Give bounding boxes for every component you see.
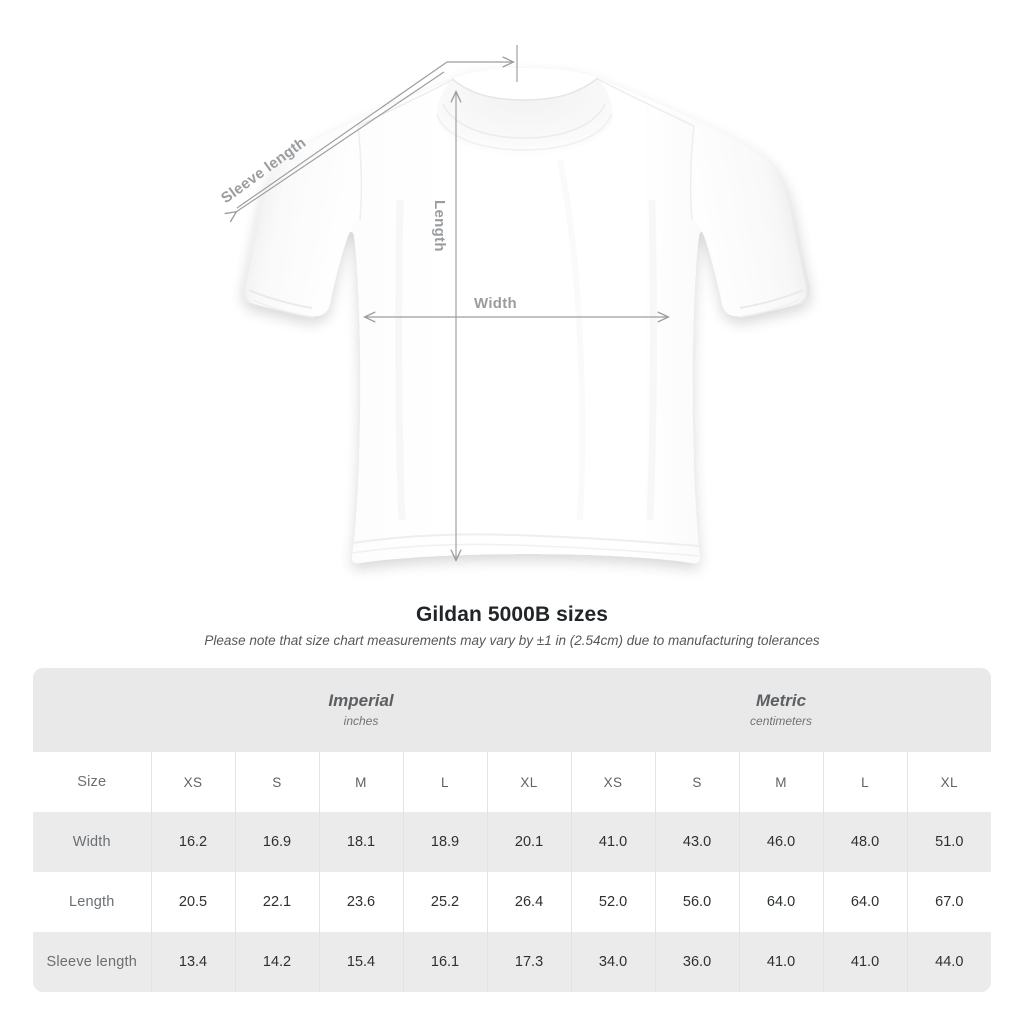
table-cell: 16.9 <box>234 812 319 872</box>
width-label: Width <box>474 295 518 312</box>
table-cell: 20.1 <box>486 812 572 872</box>
table-cell: 25.2 <box>402 872 487 932</box>
table-row: Width 16.2 16.9 18.1 18.9 20.1 41.0 43.0… <box>33 812 991 872</box>
size-header-cell: XL <box>906 752 991 812</box>
size-header-cell: L <box>822 752 908 812</box>
table-cell: 16.1 <box>402 932 487 992</box>
page-title: Gildan 5000B sizes <box>415 603 609 626</box>
sleeve-leader <box>236 61 448 209</box>
size-header-cell: M <box>318 752 403 812</box>
unit-name-imperial: Imperial <box>328 691 394 710</box>
table-cell: 14.2 <box>234 932 319 992</box>
size-table: Imperial inches Metric centimeters Size … <box>33 668 991 992</box>
table-cell: 17.3 <box>486 932 572 992</box>
tshirt-illustration <box>0 45 811 564</box>
table-cell: 56.0 <box>654 872 740 932</box>
table-cell: 36.0 <box>654 932 740 992</box>
row-label: Sleeve length <box>33 932 151 992</box>
table-cell: 22.1 <box>234 872 319 932</box>
table-cell: 34.0 <box>570 932 656 992</box>
size-header-cell: M <box>738 752 824 812</box>
size-header-cell: L <box>402 752 487 812</box>
sleeve-measure-arrow <box>236 71 445 212</box>
unit-name-metric: Metric <box>756 691 807 710</box>
table-cell: 18.9 <box>402 812 487 872</box>
unit-sub-metric: centimeters <box>750 714 813 728</box>
size-header-cell: S <box>654 752 740 812</box>
size-chart-table: Imperial inches Metric centimeters Size … <box>33 668 991 992</box>
table-cell: 15.4 <box>318 932 403 992</box>
title-block: Gildan 5000B sizes Please note that size… <box>0 600 1024 652</box>
table-cell: 43.0 <box>654 812 740 872</box>
size-header-cell: XS <box>570 752 656 812</box>
unit-header-spacer <box>33 668 151 752</box>
tshirt-diagram: Width Length Sleeve length <box>0 45 811 564</box>
table-cell: 13.4 <box>150 932 235 992</box>
size-header-cell: S <box>234 752 319 812</box>
size-header-cell: XS <box>150 752 235 812</box>
table-row: Sleeve length 13.4 14.2 15.4 16.1 17.3 3… <box>33 932 991 992</box>
table-cell: 51.0 <box>906 812 991 872</box>
table-cell: 41.0 <box>822 932 908 992</box>
unit-header-metric: Metric centimeters <box>571 668 991 752</box>
size-corner-label: Size <box>33 752 151 812</box>
unit-sub-imperial: inches <box>343 714 379 728</box>
table-cell: 23.6 <box>318 872 403 932</box>
table-cell: 46.0 <box>738 812 824 872</box>
unit-header-imperial: Imperial inches <box>151 668 572 752</box>
table-cell: 41.0 <box>738 932 824 992</box>
unit-header-row: Imperial inches Metric centimeters <box>33 668 991 752</box>
table-cell: 48.0 <box>822 812 908 872</box>
size-header-cell: XL <box>486 752 572 812</box>
shirt-body-shape <box>242 68 811 564</box>
table-cell: 44.0 <box>906 932 991 992</box>
table-cell: 64.0 <box>738 872 824 932</box>
size-header-row: Size XS S M L XL XS S M L XL <box>33 752 991 812</box>
table-cell: 52.0 <box>570 872 656 932</box>
table-cell: 41.0 <box>570 812 656 872</box>
page-subtitle: Please note that size chart measurements… <box>204 633 820 648</box>
table-row: Length 20.5 22.1 23.6 25.2 26.4 52.0 56.… <box>33 872 991 932</box>
measurement-lines <box>236 45 668 560</box>
length-label: Length <box>431 200 448 252</box>
table-cell: 18.1 <box>318 812 403 872</box>
table-cell: 64.0 <box>822 872 908 932</box>
table-cell: 20.5 <box>150 872 235 932</box>
row-label: Length <box>33 872 151 932</box>
row-label: Width <box>33 812 151 872</box>
table-cell: 16.2 <box>150 812 235 872</box>
table-cell: 67.0 <box>906 872 991 932</box>
table-cell: 26.4 <box>486 872 572 932</box>
